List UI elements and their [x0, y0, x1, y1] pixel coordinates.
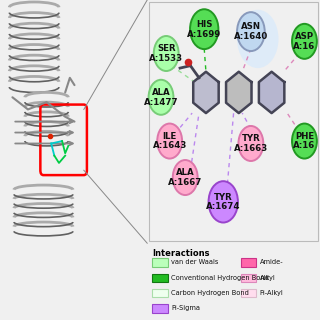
Text: ALA
A:1477: ALA A:1477 — [144, 88, 178, 107]
Circle shape — [190, 9, 218, 49]
Circle shape — [157, 124, 182, 159]
FancyBboxPatch shape — [152, 258, 168, 267]
FancyBboxPatch shape — [241, 274, 256, 282]
Text: Conventional Hydrogen Bond: Conventional Hydrogen Bond — [172, 275, 269, 281]
Text: HIS
A:1699: HIS A:1699 — [187, 20, 221, 38]
Circle shape — [292, 124, 317, 159]
Text: TYR
A:1663: TYR A:1663 — [234, 134, 268, 153]
FancyBboxPatch shape — [241, 289, 256, 297]
Circle shape — [148, 80, 173, 115]
FancyBboxPatch shape — [152, 289, 168, 297]
Text: van der Waals: van der Waals — [172, 260, 219, 265]
Text: Carbon Hydrogen Bond: Carbon Hydrogen Bond — [172, 290, 249, 296]
FancyBboxPatch shape — [241, 258, 256, 267]
FancyBboxPatch shape — [152, 274, 168, 282]
Text: ASN
A:1640: ASN A:1640 — [234, 22, 268, 41]
Circle shape — [237, 10, 278, 68]
Polygon shape — [226, 72, 252, 113]
Polygon shape — [259, 72, 284, 113]
Text: Amide-: Amide- — [260, 260, 283, 265]
FancyBboxPatch shape — [152, 304, 168, 313]
Circle shape — [292, 24, 317, 59]
Circle shape — [237, 12, 265, 51]
Circle shape — [238, 126, 263, 161]
Text: Pi-Sigma: Pi-Sigma — [172, 306, 200, 311]
Polygon shape — [193, 72, 219, 113]
Text: PHE
A:16: PHE A:16 — [293, 132, 316, 150]
Text: Interactions: Interactions — [152, 249, 210, 258]
Circle shape — [209, 181, 238, 222]
Text: TYR
A:1674: TYR A:1674 — [206, 193, 241, 211]
Text: Alkyl: Alkyl — [260, 275, 275, 281]
Text: ILE
A:1643: ILE A:1643 — [152, 132, 187, 150]
Text: Pi-Alkyl: Pi-Alkyl — [260, 290, 283, 296]
Text: ALA
A:1667: ALA A:1667 — [168, 168, 203, 187]
Text: ASP
A:16: ASP A:16 — [293, 32, 316, 51]
Circle shape — [173, 160, 198, 195]
Circle shape — [154, 36, 179, 71]
Text: SER
A:1533: SER A:1533 — [149, 44, 183, 63]
